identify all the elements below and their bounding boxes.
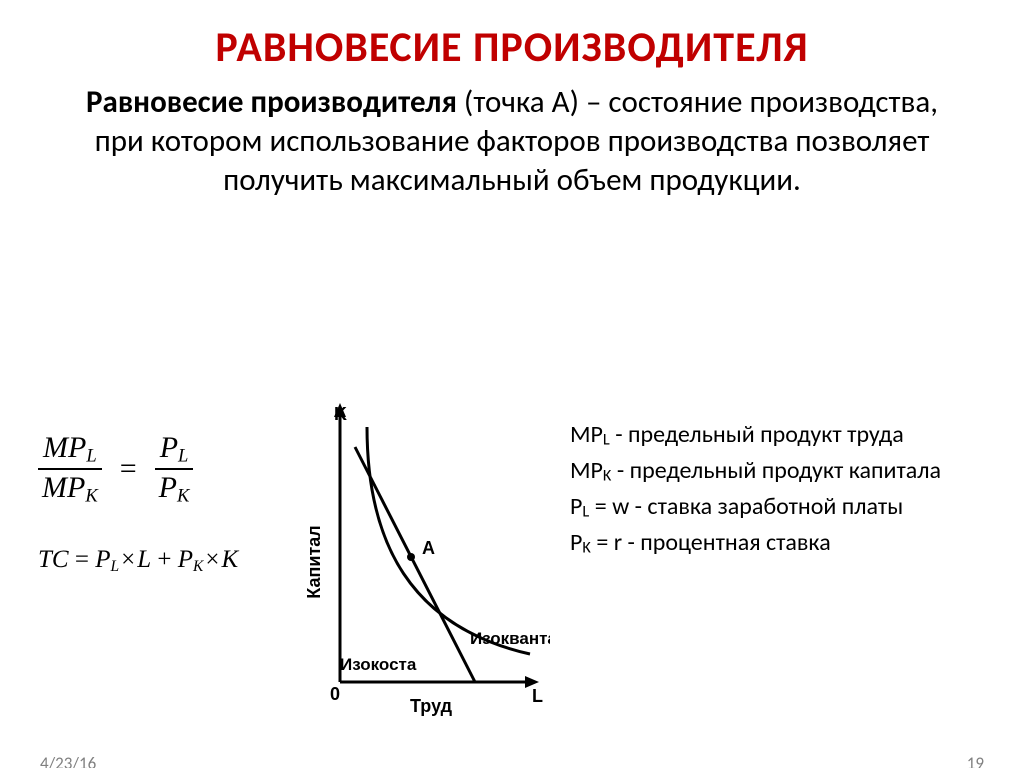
frac-right-den: P: [159, 471, 177, 504]
legend-row-0: MPL - предельный продукт труда: [570, 417, 1010, 453]
legend-row-1: MPK - предельный продукт капитала: [570, 453, 1010, 489]
frac-right: PL PK: [155, 432, 194, 506]
frac-left: MPL MPK: [38, 432, 102, 506]
ratio-equation: MPL MPK = PL PK: [38, 432, 288, 506]
legend-sub: K: [582, 537, 590, 557]
legend-sym: MP: [570, 456, 603, 485]
tc-TC: TC: [38, 546, 69, 573]
tc-equation: TC = PL×L + PK×K: [38, 546, 288, 576]
slide: РАВНОВЕСИЕ ПРОИЗВОДИТЕЛЯ Равновесие прои…: [0, 22, 1024, 768]
tc-sub-K2: K: [193, 558, 203, 575]
footer-date: 4/23/16: [40, 753, 96, 768]
equals-sign: =: [120, 452, 137, 486]
legend-sym: MP: [570, 420, 603, 449]
svg-text:Капитал: Капитал: [304, 525, 324, 598]
tc-P2: P: [178, 546, 193, 573]
frac-right-den-sub: K: [177, 486, 189, 507]
definition-text: Равновесие производителя (точка A) – сос…: [70, 83, 954, 199]
tc-P1: P: [95, 546, 110, 573]
producer-equilibrium-chart: A K L 0 Труд Капитал Изокоста Изокванта: [300, 392, 550, 722]
tc-sub-L1: L: [110, 558, 119, 575]
legend-block: MPL - предельный продукт трудаMPK - пред…: [570, 417, 1010, 561]
legend-desc: - предельный продукт труда: [610, 420, 904, 449]
legend-row-2: PL = w - ставка заработной платы: [570, 489, 1010, 525]
tc-plus: +: [151, 546, 178, 573]
svg-text:0: 0: [330, 684, 340, 704]
tc-K: K: [221, 546, 238, 573]
svg-text:Изокоста: Изокоста: [340, 655, 417, 674]
chart-svg: A K L 0 Труд Капитал Изокоста Изокванта: [300, 392, 550, 722]
tc-eq: =: [69, 546, 96, 573]
tc-L: L: [137, 546, 151, 573]
svg-text:L: L: [532, 686, 543, 706]
svg-text:Изокванта: Изокванта: [470, 629, 550, 648]
frac-left-num-sub: L: [86, 446, 96, 467]
tc-times1: ×: [119, 546, 137, 573]
tc-times2: ×: [203, 546, 221, 573]
svg-text:K: K: [334, 404, 347, 424]
svg-text:Труд: Труд: [410, 696, 453, 716]
footer-page: 19: [967, 753, 984, 768]
frac-right-num: P: [160, 431, 178, 464]
legend-sub: L: [603, 429, 610, 449]
definition-lead: Равновесие производителя: [86, 83, 457, 121]
frac-left-den-sub: K: [85, 486, 97, 507]
legend-desc: - предельный продукт капитала: [611, 456, 941, 485]
frac-left-num: MP: [43, 431, 86, 464]
frac-right-num-sub: L: [178, 446, 188, 467]
legend-sym: P: [570, 528, 582, 557]
formula-block: MPL MPK = PL PK TC = PL×L + PK×K: [38, 432, 288, 576]
legend-desc: = w - ставка заработной платы: [589, 492, 903, 521]
legend-row-3: PK = r - процентная ставка: [570, 525, 1010, 561]
slide-title: РАВНОВЕСИЕ ПРОИЗВОДИТЕЛЯ: [0, 22, 1024, 73]
lower-region: MPL MPK = PL PK TC = PL×L + PK×K AKL0Тру…: [0, 392, 1024, 752]
legend-sym: P: [570, 492, 582, 521]
legend-desc: = r - процентная ставка: [591, 528, 831, 557]
frac-left-den: MP: [42, 471, 85, 504]
svg-text:A: A: [422, 538, 435, 558]
